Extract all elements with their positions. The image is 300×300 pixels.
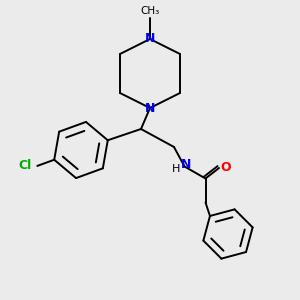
Text: H: H	[172, 164, 180, 175]
Text: CH₃: CH₃	[140, 5, 160, 16]
Text: N: N	[181, 158, 191, 171]
Text: Cl: Cl	[19, 159, 32, 172]
Text: O: O	[220, 160, 231, 174]
Text: N: N	[145, 101, 155, 115]
Text: N: N	[145, 32, 155, 46]
